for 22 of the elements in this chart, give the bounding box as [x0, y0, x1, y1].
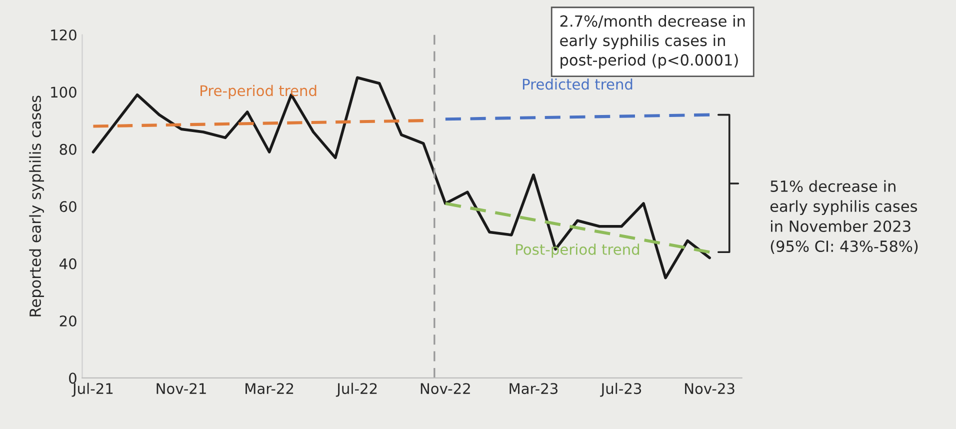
y-tick-label: 100 [51, 86, 76, 98]
x-tick-label: Jul-22 [336, 382, 377, 397]
y-tick-label: 120 [51, 29, 76, 40]
text: 51% decrease in early syphilis cases in November 2023 (95% CI: 43%-58%) [770, 180, 918, 254]
series-label: Post-period trend [516, 244, 640, 258]
series-label: Predicted trend [522, 78, 632, 90]
y-tick-label: 40 [60, 258, 76, 270]
x-tick-label: Jul-23 [600, 382, 642, 397]
y-axis-title: Reported early syphilis cases [29, 96, 44, 316]
y-tick-label: 60 [60, 201, 76, 212]
x-tick-label: Nov-23 [685, 383, 734, 394]
x-tick-label: Jul-21 [72, 382, 113, 397]
x-tick-label: Mar-22 [246, 383, 294, 394]
y-tick-label: 20 [60, 315, 76, 326]
y-tick-label: 0 [69, 372, 76, 384]
line-series [92, 76, 711, 280]
annotation: 2.7%/month decrease in early syphilis cases in post-period (p<0.0001) [560, 15, 745, 69]
series-label: Pre-period trend [200, 84, 316, 100]
y-tick-label: 80 [60, 144, 76, 155]
x-tick-label: Nov-22 [420, 383, 470, 394]
x-tick-label: Mar-23 [510, 383, 558, 394]
x-tick-label: Nov-21 [156, 383, 206, 394]
